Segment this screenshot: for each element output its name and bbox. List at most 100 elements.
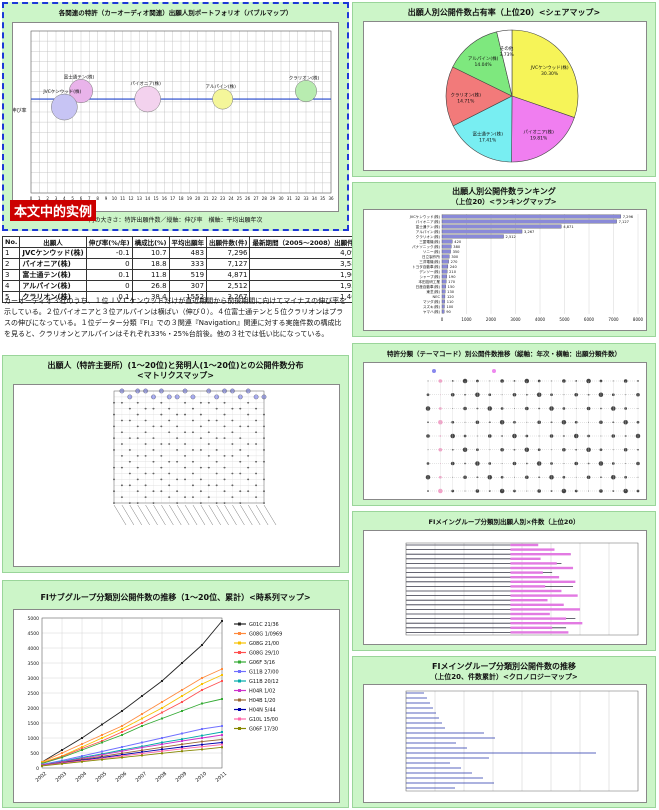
y-tick-label: 1000 [28,736,40,742]
pie-slice [452,31,513,97]
table-cell: 7,296 [206,247,251,259]
series-line [41,739,223,766]
series-point [161,701,163,703]
table-header-cell: 出願人 [19,236,87,248]
ranking-value-label: 90 [446,310,451,314]
series-point [101,734,103,736]
series-point [181,710,183,712]
series-line [41,746,223,767]
x-tick-label: 24 [228,196,234,201]
pie-slice-label: クラリオン(株) [451,91,482,98]
table-cell: 2,512 [206,280,251,292]
series-line [41,698,223,764]
legend-marker [238,660,241,664]
x-tick-label: 23 [220,196,226,201]
series-point [161,737,163,739]
series-point [161,741,163,744]
plot-frame [30,30,332,194]
legend-marker [238,717,241,721]
ranking-value-label: 420 [454,240,462,244]
ranking-bar [441,294,446,299]
table-cell: 307 [168,280,208,292]
series-line [41,668,223,763]
panel-line-map: FIサブグループ分類別公開件数の推移（1～20位、累計）<時系列マップ> 200… [2,580,349,808]
fi-row-bar [510,599,548,602]
x-tick-label: 18 [178,196,184,201]
x-tick-label: 3 [55,196,58,201]
x-tick-label: 32 [295,196,301,201]
legend-label: G08G 21/00 [249,641,279,647]
series-point [141,741,143,744]
series-point [181,743,183,746]
fi-chronology-svg [405,690,639,792]
ranking-bar [441,234,504,239]
series-point [121,752,123,755]
ranking-category-label: シャープ(株) [419,274,440,279]
legend-label: H04R 1/02 [249,689,275,695]
ranking-subtitle: （上位20）<ランキングマップ> [451,198,557,206]
legend-label: H04B 1/20 [249,698,275,704]
x-tick-label: 12 [128,196,134,201]
table-cell: 333 [168,258,208,270]
x-tick-label: 7 [88,196,91,201]
series-point [121,710,123,712]
series-point [161,680,163,682]
ranking-value-label: 100 [446,305,454,309]
ranking-value-label: 110 [447,300,455,304]
fi-row-bar [510,594,578,597]
pie-slice-label: アルパイン(株) [468,55,499,62]
series-point [101,757,103,760]
series-point [201,734,203,737]
bubble-point [51,93,78,121]
series-point [161,717,163,720]
ranking-value-label: 120 [447,295,455,299]
matrix-x-label-tick [200,504,214,526]
series-point [201,702,203,705]
x-tick-label: 1000 [461,317,472,322]
line-chart: 2002 2003 2004 2005 2006 2007 2008 2009 2010 2011… [13,609,340,803]
matrix-x-label-tick [121,504,135,526]
matrix-subtitle: <マトリクスマップ> [137,371,214,380]
series-point [141,725,143,727]
table-cell: 519 [168,269,208,281]
x-tick-label: 7000 [608,317,619,322]
series-point [161,746,163,749]
x-tick-label: 2005 [95,771,109,784]
series-point [141,754,143,757]
series-point [81,737,83,739]
pie-title: 出願人別公開件数占有率（上位20）<シェアマップ> [407,8,601,17]
series-point [161,752,163,755]
fi-row-bar [510,622,583,625]
series-point [201,728,203,730]
table-cell: 0 [85,258,133,270]
legend-label: G06F 3/16 [249,660,275,666]
legend-label: G10L 15/00 [249,717,278,723]
x-tick-label: 2000 [486,317,497,322]
series-point [181,732,183,735]
pie-slice-value: 3.73% [499,52,514,58]
bubble-chart-svg: 0 1 2 3 4 5 6 7 8 9 10 11 12 13 14 15 16 17 18 19 20 21 22 23 24… [11,30,334,201]
ranking-bar [441,254,450,259]
ranking-bar [441,299,445,304]
pie-chart-svg: JVCケンウッド(株)30.30%パイオニア(株)19.81%富士通テン(株)1… [445,29,579,163]
series-point [121,753,123,756]
bubble-label: パイオニア(株) [130,80,161,87]
matrix-x-label-tick [216,504,229,526]
series-point [141,722,143,724]
bubble-point [295,80,317,102]
legend-marker [238,679,241,683]
series-point [81,743,83,745]
matrix-x-label-tick [208,504,221,526]
matrix-x-label-tick [169,504,182,526]
ranking-category-label: スズキ(株) [423,304,441,309]
fi-row-bar [510,617,567,620]
table-cell: アルパイン(株) [19,280,87,292]
series-point [121,756,123,759]
matrix-x-label-tick [255,504,269,526]
table-header-cell: 最新期間（2005～2008）出願件数 [249,236,364,248]
bubble-label: アルパイン(株) [205,83,236,90]
x-tick-label: 5 [71,196,74,201]
y-tick-label: 4500 [28,631,40,637]
ranking-category-label: 本田技研工業 [418,279,440,284]
pie-slice-value: 19.81% [530,136,548,142]
